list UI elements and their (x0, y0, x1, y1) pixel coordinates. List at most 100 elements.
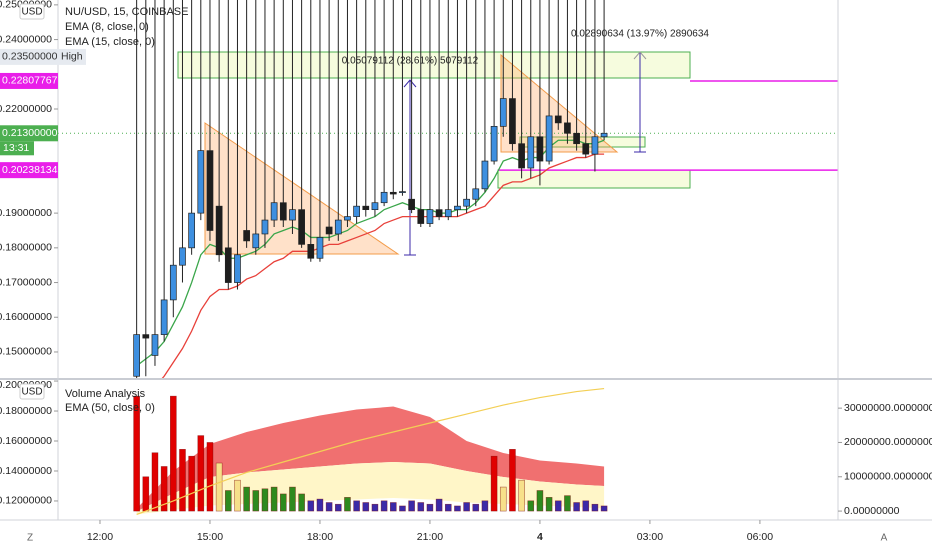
candle-body (518, 143, 525, 169)
candle-body (591, 136, 599, 155)
candle-body (463, 198, 470, 207)
measure-label: 0.05079112 (28.61%) 5079112 (342, 56, 479, 67)
candle-body (573, 132, 580, 145)
y-tick-label: 0.14000000 (0, 465, 52, 477)
x-tick-label: 06:00 (747, 531, 773, 543)
high-label: 0.23500000 (2, 51, 58, 63)
candle-body (344, 216, 351, 221)
candle-body (554, 115, 562, 124)
volume-bar (344, 497, 351, 512)
volume-bar (234, 479, 241, 512)
candle-body (307, 244, 315, 259)
y-tick-label: 0.22000000 (0, 103, 52, 115)
candle-body (215, 205, 223, 256)
high-label-box (0, 48, 58, 65)
y-tick-label: 0.16000000 (0, 311, 52, 323)
measure-box (177, 51, 691, 79)
legend-entry: EMA (50, close, 0) (65, 402, 155, 414)
currency-button[interactable] (19, 3, 45, 20)
volume-ema (136, 387, 605, 516)
candle-body (279, 202, 287, 221)
volume-bar (151, 452, 159, 512)
currency: USD (21, 387, 42, 398)
candle-body (252, 233, 260, 249)
candle-body (389, 191, 397, 195)
y2-tick-label: 0.00000000 (844, 505, 900, 517)
candle-body (490, 125, 498, 162)
y-tick-label: 0.19000000 (0, 207, 52, 219)
candle-body (371, 202, 379, 211)
candle-body (417, 209, 425, 224)
volume-bar (133, 395, 140, 512)
volume-bar (316, 498, 324, 512)
candle-body (380, 191, 388, 204)
price-line-label: 0.20238134 (2, 164, 58, 176)
high-tag-box (58, 48, 86, 65)
currency: USD (21, 7, 42, 18)
candle-body (133, 334, 140, 377)
volume-bar (509, 449, 516, 512)
volume-bar (142, 476, 150, 512)
x-tick-label: 18:00 (307, 531, 333, 543)
volume-bar (472, 503, 480, 512)
arrow-head (403, 79, 417, 88)
candle-body (151, 334, 159, 356)
ema-line (136, 387, 605, 516)
volume-bar (243, 486, 250, 512)
measure-box (497, 169, 691, 189)
candle-body (206, 150, 214, 231)
y-tick-label: 0.12000000 (0, 495, 52, 507)
volume-bar (261, 488, 269, 512)
volume-bar (554, 500, 562, 512)
volume-bar (444, 503, 452, 512)
volume-bar (389, 502, 397, 512)
candle-body (179, 247, 186, 266)
candle-body (481, 160, 489, 190)
x-tick-label: 21:00 (417, 531, 443, 543)
volume-bar (481, 500, 489, 512)
volume-bar (179, 449, 186, 512)
volume-bar (215, 462, 223, 512)
x-tick-label: 03:00 (637, 531, 663, 543)
volume-bar (490, 455, 498, 512)
volume-bar (518, 479, 525, 512)
scale-button[interactable]: Z (27, 533, 33, 544)
candle-body (444, 209, 452, 217)
volume-bar (573, 502, 580, 512)
x-tick-label: 4 (537, 531, 543, 543)
currency-button[interactable] (19, 383, 45, 400)
candle-body (454, 205, 461, 211)
candle-body (224, 247, 232, 283)
candle-body (325, 226, 333, 235)
volume-bar (463, 502, 470, 512)
volume-bar (362, 502, 370, 512)
volume-bar (325, 502, 333, 512)
candle-body (169, 264, 177, 301)
symbol-title: NU/USD, 15, COINBASE (65, 6, 188, 18)
candle-body (316, 237, 324, 259)
scale-button[interactable]: A (881, 533, 888, 544)
candle-body (188, 212, 195, 249)
candle-body (234, 254, 241, 283)
y-tick-label: 0.15000000 (0, 346, 52, 358)
last-price-label-box (0, 125, 58, 142)
volume-bar (252, 490, 260, 512)
volume-bar (307, 500, 315, 512)
y-tick-label: 0.16000000 (0, 435, 52, 447)
volume-bars (133, 395, 608, 512)
y-tick-label: 0.24000000 (0, 33, 52, 45)
candle-body (408, 198, 415, 211)
y2-tick-label: 20000000.00000000 (844, 436, 932, 448)
candle-body (472, 188, 480, 200)
volume-bar (435, 498, 443, 512)
arrow-head (633, 51, 647, 60)
volume-bar (353, 500, 360, 512)
candle-body (243, 230, 250, 242)
candle-body (527, 136, 535, 169)
volume-bar (499, 486, 507, 512)
legend-entry: EMA (15, close, 0) (65, 36, 155, 48)
legend-entry: EMA (8, close, 0) (65, 21, 149, 33)
volume-bar (160, 466, 168, 512)
candle-body (499, 98, 507, 127)
